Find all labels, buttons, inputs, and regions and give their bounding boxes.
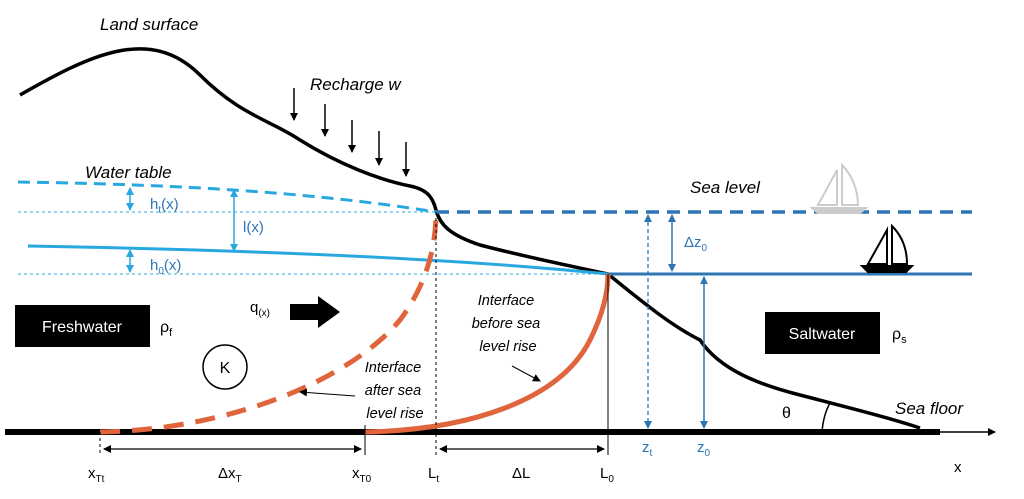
theta-label: θ <box>782 405 791 422</box>
z0-label: z0 <box>697 439 711 459</box>
land-surface-label: Land surface <box>100 15 198 34</box>
x-axis-label: x <box>954 459 962 476</box>
water-table-future <box>17 180 437 214</box>
after-pointer <box>299 388 356 397</box>
water-table-current <box>27 244 609 276</box>
recharge-arrows <box>290 88 410 177</box>
zt-label: zt <box>642 439 653 459</box>
interface-after-label: Interface after sea level rise <box>365 360 425 422</box>
freshwater-label: Freshwater <box>42 319 123 336</box>
xtt-label: xTt <box>88 465 105 485</box>
interface-after <box>99 211 439 435</box>
land-surface-line <box>19 47 921 430</box>
k-label: K <box>220 360 231 377</box>
sea-floor-label: Sea floor <box>895 399 964 418</box>
water-table-label: Water table <box>85 163 172 182</box>
dz0-label: Δz0 <box>684 234 708 254</box>
dxt-label: ΔxT <box>218 465 242 485</box>
lx-label: l(x) <box>243 219 264 236</box>
ht-label: ht(x) <box>150 196 179 216</box>
recharge-label: Recharge w <box>310 75 402 94</box>
xt0-label: xT0 <box>352 465 372 485</box>
h0-label: h0(x) <box>150 257 181 277</box>
sailboat-icon <box>859 223 915 273</box>
theta-arc <box>821 402 831 433</box>
freshwater-box <box>15 305 150 347</box>
q-label: q(x) <box>250 299 270 319</box>
interface-before <box>364 273 611 435</box>
before-pointer <box>511 365 541 382</box>
sea-level-label: Sea level <box>690 178 761 197</box>
sailboat-future-icon <box>809 162 869 214</box>
rho-f-label: ρf <box>160 319 173 339</box>
l0-label: L0 <box>600 465 614 485</box>
lt-label: Lt <box>428 465 439 485</box>
interface-before-label: Interface before sea level rise <box>472 293 545 355</box>
flow-arrow <box>290 296 340 328</box>
k-circle <box>202 344 248 390</box>
saltwater-box <box>765 312 880 354</box>
rho-s-label: ρs <box>892 326 907 346</box>
saltwater-label: Saltwater <box>789 326 856 343</box>
dl-label: ΔL <box>512 465 530 482</box>
